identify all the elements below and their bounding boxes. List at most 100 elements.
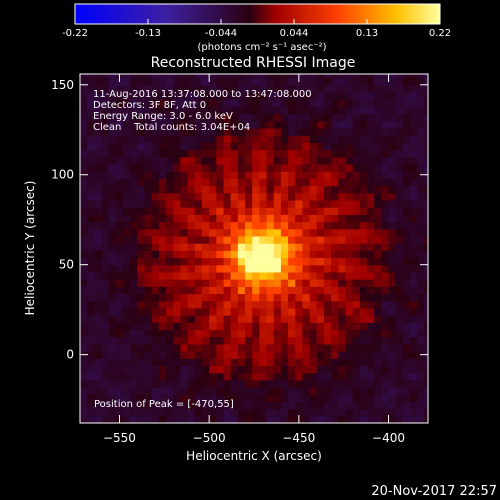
heatmap-pixel xyxy=(144,250,153,259)
heatmap-pixel xyxy=(108,322,117,331)
heatmap-pixel xyxy=(201,279,210,287)
heatmap-pixel xyxy=(323,99,332,107)
heatmap-pixel xyxy=(130,307,139,316)
heatmap-pixel xyxy=(395,135,404,143)
heatmap-pixel xyxy=(273,387,282,395)
heatmap-pixel xyxy=(410,379,418,388)
heatmap-pixel xyxy=(230,365,239,374)
heatmap-pixel xyxy=(144,387,153,395)
heatmap-pixel xyxy=(201,408,210,417)
heatmap-pixel xyxy=(209,315,217,323)
colorbar-tick-label: 0.13 xyxy=(356,28,378,39)
heatmap-pixel xyxy=(237,394,246,403)
heatmap-pixel xyxy=(115,279,124,287)
heatmap-pixel xyxy=(123,135,131,143)
heatmap-pixel xyxy=(280,127,289,136)
heatmap-pixel xyxy=(194,214,203,223)
heatmap-pixel xyxy=(252,408,260,417)
heatmap-pixel xyxy=(80,214,88,223)
heatmap-pixel xyxy=(381,207,390,215)
heatmap-pixel xyxy=(331,163,339,172)
heatmap-pixel xyxy=(216,387,225,395)
heatmap-pixel xyxy=(367,372,375,381)
heatmap-pixel xyxy=(359,221,368,230)
heatmap-pixel xyxy=(381,113,390,122)
heatmap-pixel xyxy=(166,74,174,79)
heatmap-pixel xyxy=(402,243,411,251)
heatmap-pixel xyxy=(367,264,375,273)
heatmap-pixel xyxy=(230,207,239,215)
colorbar-tick-label: 0.22 xyxy=(429,28,451,39)
heatmap-pixel xyxy=(144,135,153,143)
heatmap-pixel xyxy=(395,214,404,223)
heatmap-pixel xyxy=(123,149,131,158)
heatmap-pixel xyxy=(395,293,404,302)
heatmap-pixel xyxy=(108,228,117,237)
heatmap-pixel xyxy=(216,185,225,194)
heatmap-pixel xyxy=(166,250,174,259)
heatmap-pixel xyxy=(288,178,296,187)
heatmap-pixel xyxy=(345,77,354,86)
heatmap-pixel xyxy=(209,171,217,179)
heatmap-pixel xyxy=(331,207,339,215)
y-axis-label: Heliocentric Y (arcsec) xyxy=(23,181,37,316)
heatmap-pixel xyxy=(144,77,153,86)
heatmap-pixel xyxy=(101,271,110,280)
heatmap-pixel xyxy=(417,387,426,395)
heatmap-pixel xyxy=(359,156,368,165)
heatmap-pixel xyxy=(374,343,382,352)
heatmap-pixel xyxy=(209,286,217,295)
heatmap-pixel xyxy=(87,351,95,359)
heatmap-pixel xyxy=(352,99,361,107)
heatmap-pixel xyxy=(173,322,182,331)
heatmap-pixel xyxy=(201,156,210,165)
heatmap-pixel xyxy=(237,99,246,107)
heatmap-pixel xyxy=(252,372,260,381)
heatmap-pixel xyxy=(187,99,196,107)
heatmap-pixel xyxy=(115,307,124,316)
heatmap-pixel xyxy=(216,99,225,107)
heatmap-pixel xyxy=(101,99,110,107)
heatmap-pixel xyxy=(374,307,382,316)
heatmap-pixel xyxy=(402,315,411,323)
heatmap-pixel xyxy=(230,228,239,237)
heatmap-pixel xyxy=(201,336,210,345)
heatmap-pixel xyxy=(144,279,153,287)
heatmap-pixel xyxy=(395,207,404,215)
heatmap-pixel xyxy=(245,365,253,374)
heatmap-pixel xyxy=(424,214,428,223)
heatmap-pixel xyxy=(209,279,217,287)
heatmap-pixel xyxy=(280,329,289,338)
heatmap-pixel xyxy=(259,221,268,230)
heatmap-pixel xyxy=(237,293,246,302)
heatmap-pixel xyxy=(245,199,253,208)
heatmap-pixel xyxy=(424,329,428,338)
heatmap-pixel xyxy=(338,106,347,115)
heatmap-pixel xyxy=(359,178,368,187)
heatmap-pixel xyxy=(424,120,428,129)
heatmap-pixel xyxy=(180,243,189,251)
heatmap-pixel xyxy=(144,74,153,79)
heatmap-pixel xyxy=(123,329,131,338)
heatmap-pixel xyxy=(381,408,390,417)
heatmap-pixel xyxy=(173,351,182,359)
heatmap-pixel xyxy=(309,372,318,381)
heatmap-pixel xyxy=(381,300,390,309)
heatmap-pixel xyxy=(194,343,203,352)
heatmap-pixel xyxy=(180,250,189,259)
heatmap-pixel xyxy=(94,243,103,251)
heatmap-pixel xyxy=(115,401,124,410)
heatmap-pixel xyxy=(252,300,260,309)
heatmap-pixel xyxy=(252,185,260,194)
heatmap-pixel xyxy=(173,257,182,266)
heatmap-pixel xyxy=(395,228,404,237)
heatmap-pixel xyxy=(166,178,174,187)
heatmap-pixel xyxy=(273,351,282,359)
heatmap-pixel xyxy=(395,394,404,403)
heatmap-pixel xyxy=(410,178,418,187)
heatmap-pixel xyxy=(166,199,174,208)
heatmap-pixel xyxy=(237,279,246,287)
heatmap-pixel xyxy=(345,307,354,316)
heatmap-pixel xyxy=(94,221,103,230)
heatmap-pixel xyxy=(123,207,131,215)
